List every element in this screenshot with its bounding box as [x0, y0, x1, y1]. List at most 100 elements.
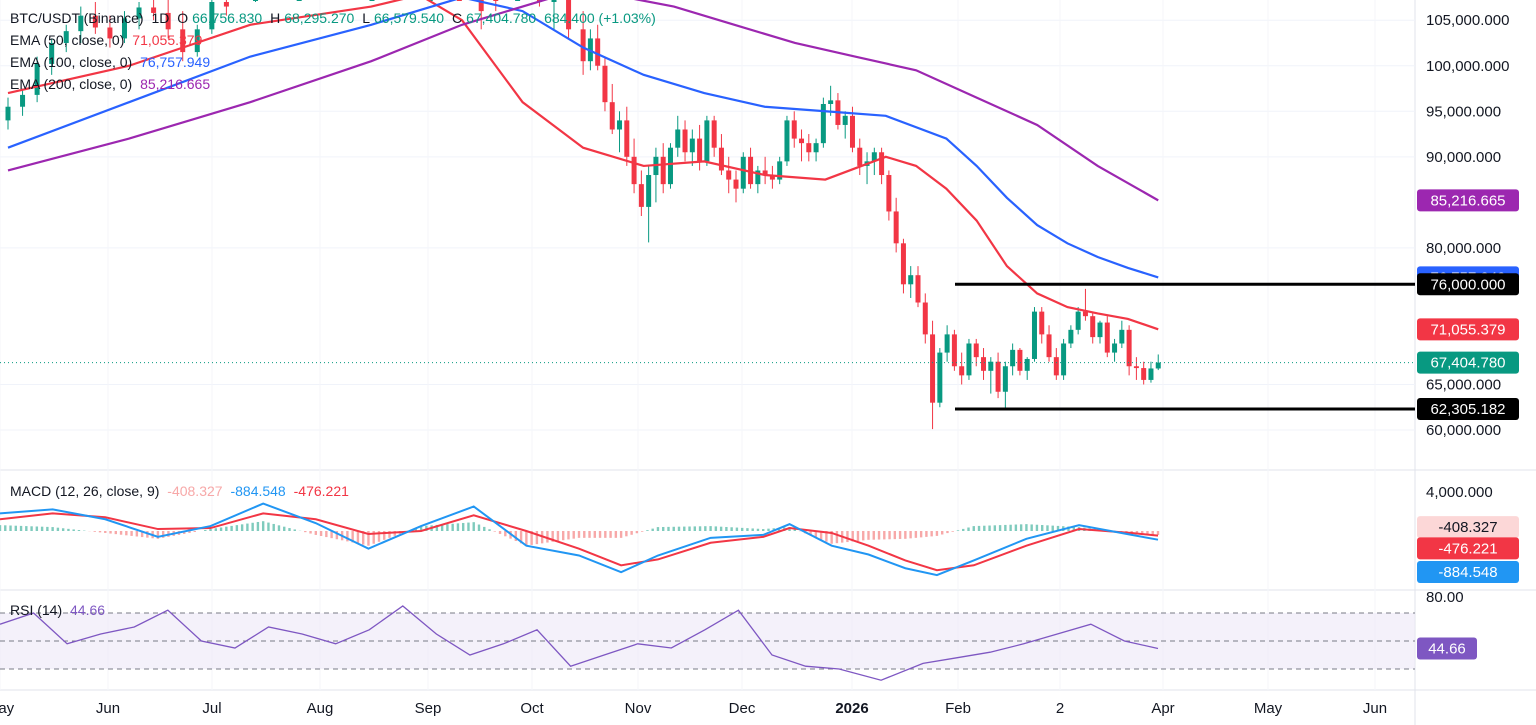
macd-histogram-bar — [104, 531, 107, 533]
candlestick-series — [5, 0, 1161, 430]
last-price-badge-bg — [1417, 351, 1519, 374]
macd-histogram-bar — [767, 528, 770, 531]
ema100-line — [7, 0, 1159, 279]
macd-histogram-bar — [656, 527, 660, 531]
macd-histogram-bar — [588, 531, 591, 538]
macd-histogram-bar — [819, 531, 823, 540]
rsi-pane: 80.00 44.66 — [0, 589, 1477, 681]
candle-body — [5, 106, 11, 121]
candle-body — [456, 0, 462, 1]
candle-body — [595, 38, 601, 66]
macd-histogram-bar — [862, 531, 865, 541]
candle-body — [1097, 322, 1103, 338]
time-tick-label: Aug — [307, 700, 334, 717]
candle-body — [1141, 368, 1147, 380]
candle-body — [762, 170, 768, 176]
macd-histogram-bar — [909, 531, 912, 539]
candle-body — [667, 147, 673, 185]
y-axis: 105,000.000 100,000.000 95,000.000 90,000.0… — [1426, 12, 1509, 439]
candle-body — [63, 31, 69, 43]
macd-histogram-bar — [314, 531, 318, 535]
macd-pane: 4,000.000 -408.327 -476.221 -884.548 — [0, 484, 1519, 584]
macd-histogram-bar — [809, 531, 812, 536]
macd-histogram-bar — [814, 531, 818, 538]
candle-body — [849, 115, 855, 148]
candle-body — [1133, 366, 1139, 369]
macd-histogram-bar — [225, 526, 228, 531]
macd-histogram-bar — [25, 526, 28, 531]
macd-signal-line — [0, 512, 1159, 572]
level-lines — [0, 282, 1415, 411]
macd-histogram-bar — [230, 525, 233, 531]
candle-body — [631, 156, 637, 185]
candle-body — [1024, 358, 1030, 371]
macd-histogram-bar — [698, 526, 702, 531]
macd-histogram-bar — [556, 531, 560, 541]
price-tick-label: 100,000.000 — [1426, 58, 1509, 75]
macd-histogram-bar — [546, 531, 549, 543]
macd-histogram-bar — [367, 531, 370, 546]
candle-body — [908, 275, 914, 285]
macd-histogram-bar — [288, 528, 291, 531]
ema200-legend[interactable]: EMA (200, close, 0) 85,216.665 — [10, 76, 214, 92]
ema100-legend[interactable]: EMA (100, close, 0) 76,757.949 — [10, 54, 214, 70]
macd-histogram-bar — [593, 531, 596, 538]
candle-body — [253, 0, 259, 1]
macd-histogram-bar — [204, 530, 207, 531]
time-tick-label: May — [1254, 700, 1283, 717]
macd-histogram-bar — [925, 531, 928, 537]
candle-body — [900, 243, 906, 285]
candle-body — [857, 147, 863, 166]
level-76000-badge: 76,000.000 — [1430, 276, 1505, 293]
macd-histogram-bar — [877, 531, 881, 540]
last-price-badge: 67,404.780 — [1430, 355, 1505, 372]
macd-histogram-bar — [935, 531, 939, 536]
macd-legend[interactable]: MACD (12, 26, close, 9) -408.327 -884.54… — [10, 483, 353, 499]
macd-histogram-bar — [1014, 524, 1018, 531]
macd-histogram-bar — [1141, 531, 1144, 534]
time-tick-label: May — [0, 700, 15, 717]
candle-body — [624, 120, 630, 157]
candle-body — [886, 175, 892, 212]
price-tick-label: 95,000.000 — [1426, 103, 1501, 120]
time-tick-label: Jul — [202, 700, 221, 717]
macd-histogram-bar — [477, 524, 481, 531]
candle-body — [704, 120, 710, 162]
macd-signal-value: -476.221 — [293, 483, 349, 499]
macd-histogram-bar — [467, 522, 470, 531]
macd-histogram-bar — [161, 531, 165, 538]
macd-histogram-bar — [451, 523, 454, 531]
symbol-name[interactable]: BTC/USDT (Binance) — [10, 10, 144, 26]
change-value: 684.400 (+1.03%) — [544, 10, 656, 26]
time-tick-label: Jun — [96, 700, 120, 717]
candle-body — [740, 156, 746, 189]
candle-body — [1002, 366, 1008, 392]
macd-histogram-bar — [835, 531, 839, 544]
macd-histogram-bar — [256, 521, 260, 531]
open-label: O — [177, 10, 189, 26]
macd-histogram-bar — [972, 526, 975, 531]
macd-histogram-bar — [662, 526, 665, 531]
macd-histogram-bar — [0, 525, 2, 531]
macd-histogram-bar — [1156, 531, 1160, 536]
macd-histogram-bar — [325, 531, 328, 538]
ema50-legend[interactable]: EMA (50, close, 0) 71,055.379 — [10, 32, 206, 48]
macd-histogram-bar — [883, 531, 886, 540]
macd-histogram-bar — [898, 531, 902, 539]
macd-histogram-bar — [872, 531, 875, 540]
macd-histogram-bar — [61, 528, 65, 531]
candle-body — [1053, 357, 1059, 376]
macd-histogram-bar — [1146, 531, 1149, 535]
candle-body — [296, 0, 302, 1]
macd-histogram-bar — [293, 529, 296, 531]
macd-histogram-bar — [1030, 524, 1033, 531]
macd-label: MACD (12, 26, close, 9) — [10, 483, 160, 499]
candle-body — [660, 156, 666, 185]
interval-label[interactable]: 1D — [151, 10, 170, 26]
ema200-label: EMA (200, close, 0) — [10, 76, 133, 92]
macd-histogram-bar — [246, 523, 249, 531]
rsi-legend[interactable]: RSI (14) 44.66 — [10, 602, 109, 618]
rsi-value-badge: 44.66 — [1428, 640, 1466, 657]
